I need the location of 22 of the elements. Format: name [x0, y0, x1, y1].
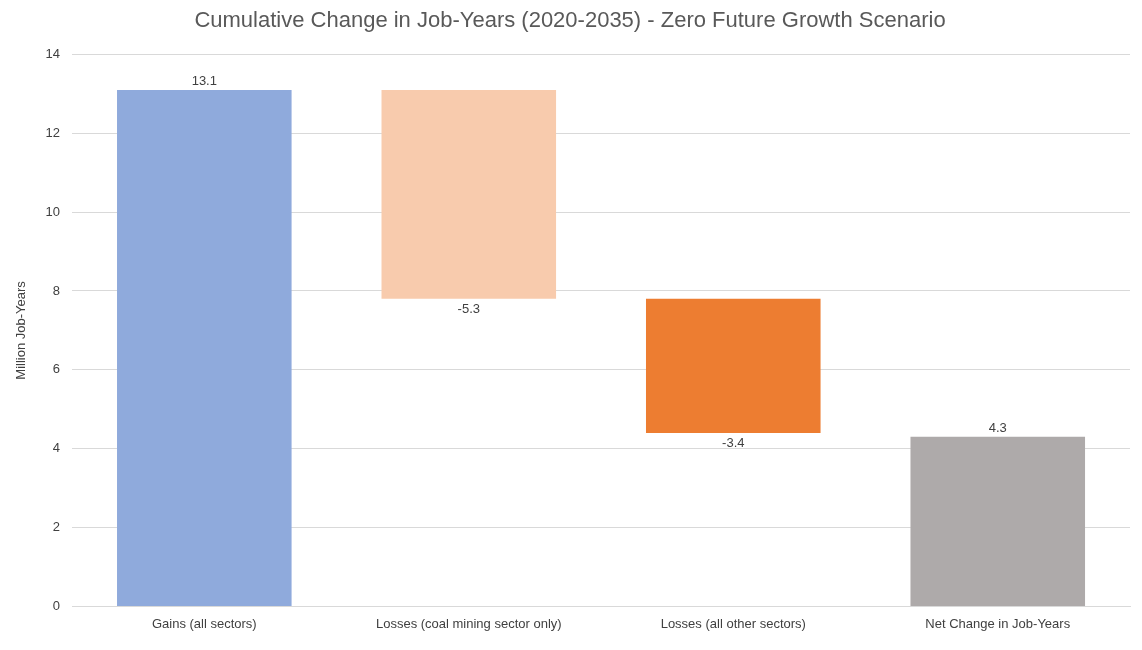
- bar: [381, 89, 557, 299]
- data-label: 13.1: [191, 72, 217, 88]
- y-tick-label: 8: [52, 282, 61, 298]
- x-tick-label: Net Change in Job-Years: [925, 615, 1071, 631]
- y-tick-label: 4: [52, 440, 61, 456]
- x-tick-label: Gains (all sectors): [151, 615, 257, 631]
- data-label: -5.3: [457, 300, 480, 316]
- bar: [910, 436, 1086, 606]
- y-tick-label: 2: [52, 519, 61, 535]
- data-label: 4.3: [988, 419, 1007, 435]
- chart-title: Cumulative Change in Job-Years (2020-2035) - Zero Future Growth Scenario: [194, 7, 946, 33]
- y-tick-label: 14: [45, 45, 61, 61]
- bar: [117, 89, 292, 606]
- data-label: -3.4: [722, 434, 745, 450]
- y-axis-title: Million Job-Years: [13, 280, 29, 380]
- y-tick-label: 12: [45, 124, 61, 140]
- x-tick-label: Losses (coal mining sector only): [375, 615, 562, 631]
- bar: [645, 298, 821, 433]
- y-tick-label: 6: [52, 361, 61, 377]
- x-tick-label: Losses (all other sectors): [660, 615, 806, 631]
- y-tick-label: 10: [45, 203, 61, 219]
- y-tick-label: 0: [52, 597, 61, 613]
